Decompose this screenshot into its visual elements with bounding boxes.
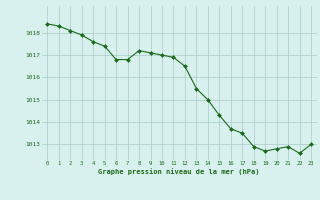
X-axis label: Graphe pression niveau de la mer (hPa): Graphe pression niveau de la mer (hPa): [99, 168, 260, 175]
